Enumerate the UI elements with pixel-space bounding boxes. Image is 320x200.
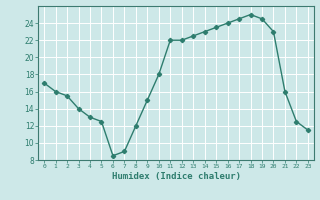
X-axis label: Humidex (Indice chaleur): Humidex (Indice chaleur) (111, 172, 241, 181)
